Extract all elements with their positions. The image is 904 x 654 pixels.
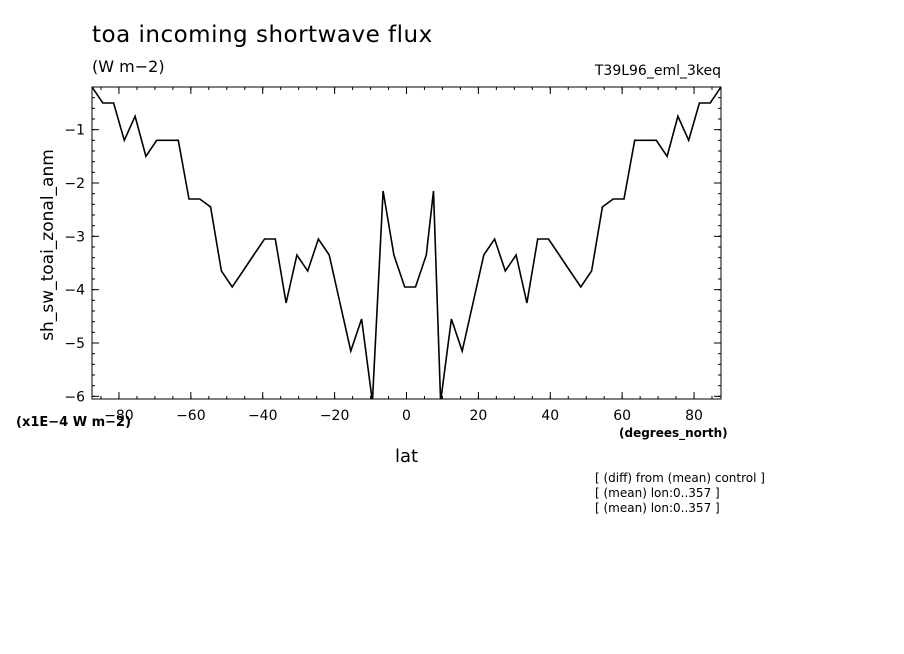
tick-labels: −80 −60 −40 −20 0 20 40 60 80 −1 −2 −3 −4 −5 −6 (64, 123, 703, 424)
x-axis-units: (degrees_north) (619, 426, 728, 440)
x-tick-label: −80 (104, 408, 134, 424)
x-axis-label: lat (395, 446, 419, 467)
x-tick-label: 0 (402, 408, 411, 424)
x-tick-label: 60 (613, 408, 631, 424)
y-tick-label: −3 (64, 229, 85, 245)
x-tick-label: −20 (320, 408, 350, 424)
major-ticks (92, 87, 721, 399)
y-tick-label: −6 (64, 389, 85, 405)
series-line (92, 87, 721, 399)
units-label: (W m−2) (92, 57, 165, 76)
y-tick-label: −1 (64, 123, 85, 139)
note-line: [ (mean) lon:0..357 ] (595, 501, 720, 515)
chart-title: toa incoming shortwave flux (92, 22, 433, 48)
x-tick-label: −40 (248, 408, 278, 424)
y-tick-label: −5 (64, 336, 85, 352)
x-tick-label: 80 (685, 408, 703, 424)
y-scale-label: (x1E−4 W m−2) (16, 415, 132, 430)
plot-frame (91, 86, 722, 400)
x-tick-label: 20 (469, 408, 487, 424)
y-tick-label: −4 (64, 283, 85, 299)
run-label: T39L96_eml_3keq (594, 63, 721, 79)
x-tick-label: −60 (176, 408, 206, 424)
x-tick-label: 40 (541, 408, 559, 424)
series-points (92, 87, 721, 402)
y-tick-label: −2 (64, 176, 85, 192)
note-line: [ (mean) lon:0..357 ] (595, 486, 720, 500)
note-line: [ (diff) from (mean) control ] (595, 471, 765, 485)
minor-ticks (92, 86, 721, 399)
notes-block: [ (diff) from (mean) control ] [ (mean) … (595, 471, 765, 516)
